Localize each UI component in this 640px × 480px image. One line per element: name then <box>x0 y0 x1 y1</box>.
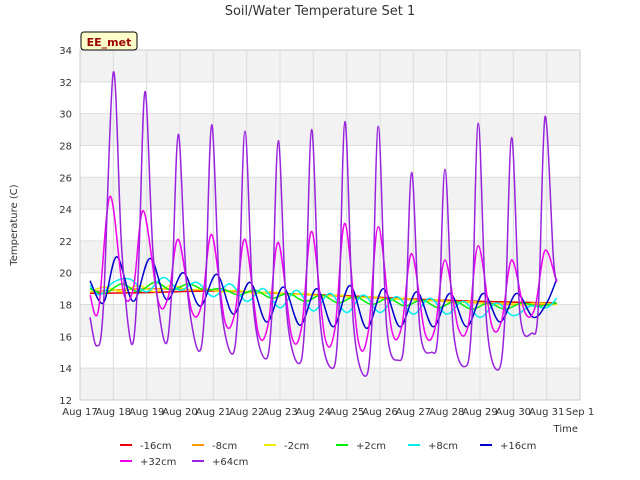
legend-label: -8cm <box>212 441 237 452</box>
legend-item: -2cm <box>264 441 309 452</box>
series-line-plus8cm <box>89 276 558 319</box>
y-tick-label: 18 <box>59 301 72 312</box>
x-tick-label: Aug 24 <box>296 407 331 418</box>
plot-frame <box>79 49 581 401</box>
y-axis-label: Temperature (C) <box>9 184 20 266</box>
x-tick-label: Aug 29 <box>462 407 497 418</box>
legend-label: +64cm <box>212 457 248 468</box>
legend-item: -16cm <box>120 441 172 452</box>
plot-band <box>80 240 580 273</box>
y-tick-label: 14 <box>59 364 72 375</box>
x-tick-label: Aug 20 <box>162 407 197 418</box>
x-axis-label: Time <box>553 424 578 435</box>
series-line-plus64cm <box>89 71 558 377</box>
y-tick-label: 22 <box>59 237 72 248</box>
x-tick-label: Aug 25 <box>329 407 364 418</box>
chart-title: Soil/Water Temperature Set 1 <box>225 4 416 19</box>
y-tick-label: 16 <box>59 332 72 343</box>
legend-label: -16cm <box>140 441 172 452</box>
legend: -16cm -8cm -2cm +2cm +8cm +16cm +32cm +64cm <box>120 441 536 468</box>
legend-item: +16cm <box>480 441 536 452</box>
x-tick-label: Aug 21 <box>196 407 231 418</box>
x-tick-label: Sep 1 <box>566 407 594 418</box>
plot-band <box>80 50 580 82</box>
legend-item: +64cm <box>192 457 248 468</box>
x-tick-label: Aug 27 <box>396 407 431 418</box>
plot-band <box>80 368 580 400</box>
y-tick-label: 32 <box>59 78 72 89</box>
y-tick-label: 12 <box>59 396 72 407</box>
y-tick-label: 28 <box>59 141 72 152</box>
legend-label: +2cm <box>356 441 386 452</box>
x-tick-label: Aug 31 <box>529 407 564 418</box>
y-tick-label: 20 <box>59 269 72 280</box>
y-tick-label: 30 <box>59 110 72 121</box>
legend-item: +32cm <box>120 457 176 468</box>
x-tick-label: Aug 18 <box>96 407 131 418</box>
x-tick-label: Aug 28 <box>429 407 464 418</box>
series-lines <box>89 71 558 377</box>
x-tick-label: Aug 19 <box>129 407 164 418</box>
y-tick-label: 24 <box>59 205 72 216</box>
y-tick-label: 26 <box>59 173 72 184</box>
plot-band <box>80 113 580 146</box>
legend-label: +16cm <box>500 441 536 452</box>
plot-band <box>80 177 580 210</box>
x-tick-label: Aug 30 <box>496 407 531 418</box>
legend-label: +32cm <box>140 457 176 468</box>
site-badge: EE_met <box>80 31 138 51</box>
plot-bands <box>80 50 580 400</box>
legend-item: +2cm <box>336 441 386 452</box>
y-tick-labels: 12 14 16 18 20 22 24 26 28 30 32 34 <box>59 46 72 407</box>
y-tick-label: 34 <box>59 46 72 57</box>
legend-item: -8cm <box>192 441 237 452</box>
legend-item: +8cm <box>408 441 458 452</box>
legend-label: -2cm <box>284 441 309 452</box>
x-tick-label: Aug 23 <box>262 407 297 418</box>
x-tick-label: Aug 22 <box>229 407 264 418</box>
legend-label: +8cm <box>428 441 458 452</box>
x-tick-label: Aug 26 <box>362 407 397 418</box>
x-tick-label: Aug 17 <box>62 407 97 418</box>
site-badge-label: EE_met <box>87 36 132 49</box>
